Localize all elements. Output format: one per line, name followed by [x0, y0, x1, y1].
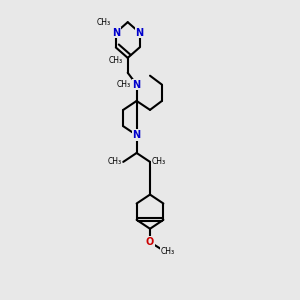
Text: N: N [133, 80, 141, 90]
Text: N: N [133, 130, 141, 140]
Text: CH₃: CH₃ [116, 80, 130, 89]
Text: CH₃: CH₃ [107, 158, 122, 166]
Text: CH₃: CH₃ [152, 158, 166, 166]
Text: CH₃: CH₃ [97, 18, 111, 27]
Text: CH₃: CH₃ [109, 56, 123, 65]
Text: N: N [112, 28, 120, 38]
Text: CH₃: CH₃ [161, 247, 175, 256]
Text: N: N [136, 28, 144, 38]
Text: O: O [146, 237, 154, 247]
